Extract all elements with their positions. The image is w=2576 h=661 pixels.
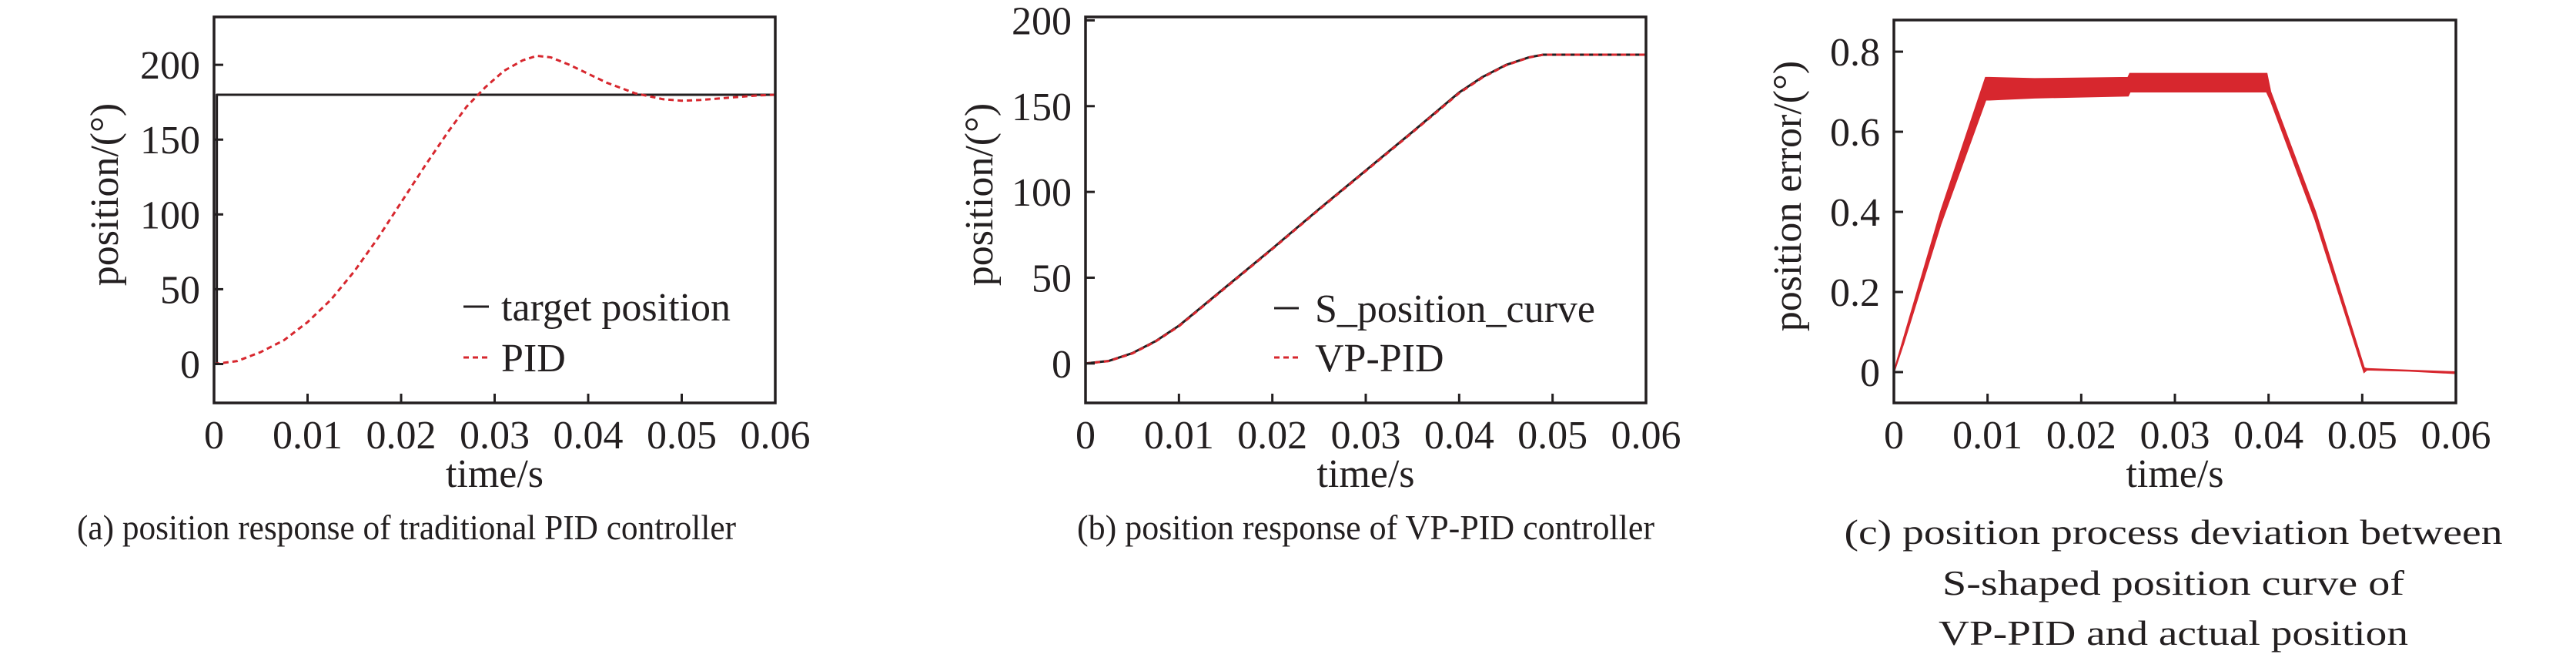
y-tick-label: 100 [140,193,200,237]
y-tick-label: 0.6 [1830,111,1880,155]
y-tick-label: 0.8 [1830,31,1880,75]
y-tick-label: 50 [1032,257,1072,300]
series-line-pid [213,54,776,365]
x-tick-label: 0.01 [273,414,343,458]
x-tick-label: 0 [1884,414,1904,458]
x-tick-label: 0.05 [647,414,717,458]
chart-caption: VP-PID and actual position [1939,613,2408,653]
legend-label: PID [501,337,566,381]
y-tick-label: 200 [140,44,200,88]
x-tick-label: 0.04 [554,414,624,458]
series-line-vp-pid [1085,53,1646,365]
x-tick-label: 0.04 [1424,414,1494,458]
x-tick-label: 0.03 [1331,414,1401,458]
y-tick-label: 0 [1860,351,1880,395]
y-axis-title: position error/(°) [1766,61,1810,331]
legend-label: target position [501,286,731,330]
x-tick-label: 0.02 [2046,414,2116,458]
y-tick-label: 150 [140,119,200,163]
x-tick-label: 0.06 [1611,414,1681,458]
chart-a: 0 0.01 0.02 0.03 0.04 0.05 0.06 0 50 100 150 200 tim… [77,15,811,547]
legend-label: VP-PID [1315,337,1444,381]
y-tick-label: 0.2 [1830,271,1880,315]
y-tick-label: 50 [160,268,200,312]
x-axis-title: time/s [2126,452,2223,496]
legend: target position PID [463,286,731,381]
chart-caption: S-shaped position curve of [1942,563,2405,602]
x-tick-label: 0 [1076,414,1096,458]
y-tick-label: 100 [1012,171,1072,215]
legend: S_position_curve VP-PID [1274,287,1595,381]
legend-label: S_position_curve [1315,287,1595,331]
x-tick-label: 0.06 [741,414,811,458]
x-tick-label: 0.01 [1952,414,2022,458]
y-axis-title: position/(°) [83,103,127,286]
chart-caption: (b) position response of VP-PID controll… [1077,508,1654,547]
x-tick-label: 0.05 [2327,414,2397,458]
x-tick-label: 0.04 [2233,414,2303,458]
y-tick-label: 0.4 [1830,191,1880,235]
x-axis-title: time/s [1316,452,1414,496]
x-tick-label: 0.02 [1237,414,1307,458]
chart-b: 0 0.01 0.02 0.03 0.04 0.05 0.06 0 50 100 150 200 tim… [958,0,1681,547]
x-axis-title: time/s [446,452,544,496]
y-tick-label: 0 [180,344,200,388]
error-band [1893,72,2457,374]
x-tick-label: 0 [204,414,224,458]
x-tick-label: 0.01 [1144,414,1214,458]
y-tick-label: 150 [1012,86,1072,129]
x-tick-label: 0.03 [2140,414,2210,458]
x-tick-label: 0.02 [366,414,437,458]
x-tick-label: 0.03 [460,414,530,458]
chart-caption: (a) position response of traditional PID… [77,508,736,547]
x-tick-label: 0.06 [2421,414,2491,458]
chart-caption: (c) position process deviation between [1845,512,2503,552]
x-tick-label: 0.05 [1517,414,1587,458]
chart-c: 0 0.01 0.02 0.03 0.04 0.05 0.06 0 0.2 0.4 0.6 0.8 ti… [1766,18,2503,653]
y-axis-title: position/(°) [958,103,1002,286]
y-tick-label: 200 [1012,0,1072,43]
plot-frame [212,15,777,404]
y-tick-label: 0 [1052,343,1072,387]
